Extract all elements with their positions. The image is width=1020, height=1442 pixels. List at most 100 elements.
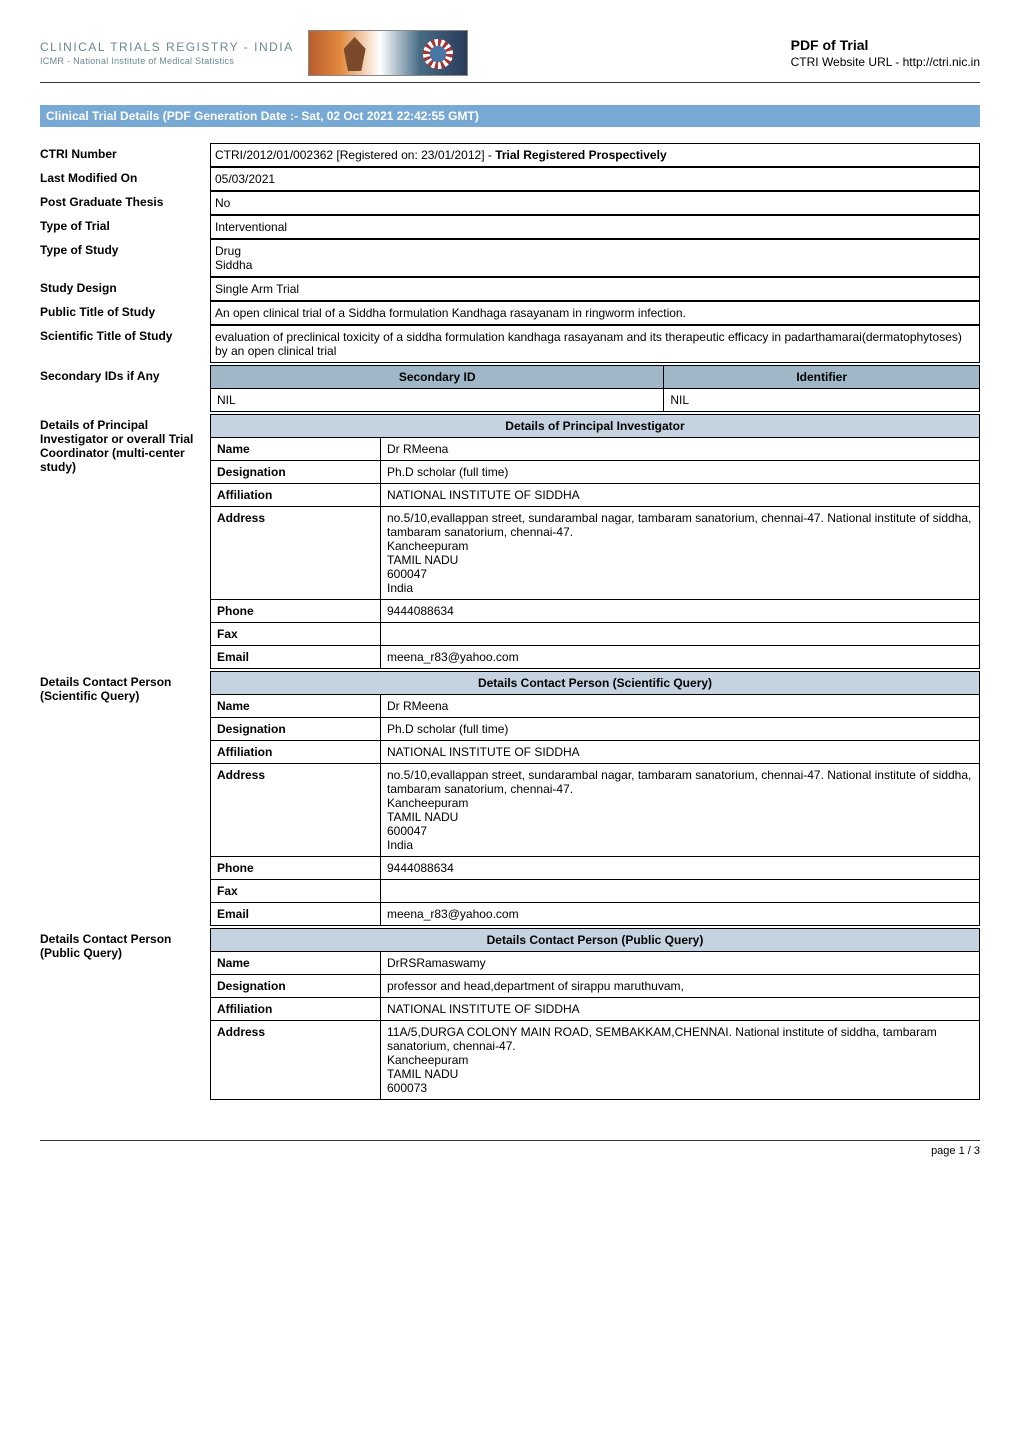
- org-name: CLINICAL TRIALS REGISTRY - INDIA: [40, 40, 294, 54]
- table-row: Fax: [211, 880, 980, 903]
- scientific-title-label: Scientific Title of Study: [40, 325, 210, 363]
- pi-fax-key: Fax: [211, 623, 381, 646]
- public-title-label: Public Title of Study: [40, 301, 210, 325]
- type-study-line1: Drug: [215, 244, 975, 258]
- pi-addr-l2: Kancheepuram: [387, 539, 973, 553]
- table-row: NameDr RMeena: [211, 695, 980, 718]
- sci-desig-key: Designation: [211, 718, 381, 741]
- sci-header: Details Contact Person (Scientific Query…: [211, 672, 980, 695]
- pub-name-key: Name: [211, 952, 381, 975]
- pi-desig-key: Designation: [211, 461, 381, 484]
- table-row: NameDrRSRamaswamy: [211, 952, 980, 975]
- pg-thesis-value: No: [210, 191, 980, 215]
- secondary-id-header: Secondary ID: [211, 366, 664, 389]
- header-org-text: CLINICAL TRIALS REGISTRY - INDIA ICMR - …: [40, 40, 294, 66]
- secondary-ids-table: Secondary ID Identifier NIL NIL: [210, 365, 980, 412]
- pi-aff-val: NATIONAL INSTITUTE OF SIDDHA: [381, 484, 980, 507]
- type-study-value: DrugSiddha: [210, 239, 980, 277]
- sci-addr-l1: no.5/10,evallappan street, sundarambal n…: [387, 768, 973, 796]
- sci-desig-val: Ph.D scholar (full time): [381, 718, 980, 741]
- page-header: CLINICAL TRIALS REGISTRY - INDIA ICMR - …: [40, 30, 980, 83]
- sci-addr-l5: India: [387, 838, 973, 852]
- pi-header: Details of Principal Investigator: [211, 415, 980, 438]
- pi-addr-l1: no.5/10,evallappan street, sundarambal n…: [387, 511, 973, 539]
- pi-addr-l5: India: [387, 581, 973, 595]
- pub-table: Details Contact Person (Public Query) Na…: [210, 928, 980, 1100]
- pub-block: Details Contact Person (Public Query) De…: [40, 928, 980, 1100]
- pi-email-val: meena_r83@yahoo.com: [381, 646, 980, 669]
- sci-block: Details Contact Person (Scientific Query…: [40, 671, 980, 926]
- meta-table: CTRI Number CTRI/2012/01/002362 [Registe…: [40, 143, 980, 363]
- sci-table: Details Contact Person (Scientific Query…: [210, 671, 980, 926]
- sci-addr-l4: 600047: [387, 824, 973, 838]
- ctri-number-status: Trial Registered Prospectively: [495, 148, 666, 162]
- last-modified-label: Last Modified On: [40, 167, 210, 191]
- pi-label: Details of Principal Investigator or ove…: [40, 414, 210, 669]
- website-url: CTRI Website URL - http://ctri.nic.in: [791, 55, 980, 69]
- table-row: Address no.5/10,evallappan street, sunda…: [211, 507, 980, 600]
- public-title-value: An open clinical trial of a Siddha formu…: [210, 301, 980, 325]
- last-modified-value: 05/03/2021: [210, 167, 980, 191]
- sci-addr-val: no.5/10,evallappan street, sundarambal n…: [381, 764, 980, 857]
- pi-block: Details of Principal Investigator or ove…: [40, 414, 980, 669]
- pub-addr-l2: Kancheepuram: [387, 1053, 973, 1067]
- pub-addr-val: 11A/5,DURGA COLONY MAIN ROAD, SEMBAKKAM,…: [381, 1021, 980, 1100]
- sci-label: Details Contact Person (Scientific Query…: [40, 671, 210, 926]
- table-row: Designationprofessor and head,department…: [211, 975, 980, 998]
- table-row: Address 11A/5,DURGA COLONY MAIN ROAD, SE…: [211, 1021, 980, 1100]
- sci-name-val: Dr RMeena: [381, 695, 980, 718]
- sci-addr-l2: Kancheepuram: [387, 796, 973, 810]
- pi-phone-val: 9444088634: [381, 600, 980, 623]
- pi-email-key: Email: [211, 646, 381, 669]
- pub-label: Details Contact Person (Public Query): [40, 928, 210, 1100]
- org-subtitle: ICMR - National Institute of Medical Sta…: [40, 56, 294, 66]
- sci-aff-val: NATIONAL INSTITUTE OF SIDDHA: [381, 741, 980, 764]
- page-number: page 1 / 3: [931, 1145, 980, 1157]
- sci-phone-key: Phone: [211, 857, 381, 880]
- secondary-ids-block: Secondary IDs if Any Secondary ID Identi…: [40, 365, 980, 412]
- sci-phone-val: 9444088634: [381, 857, 980, 880]
- table-row: Emailmeena_r83@yahoo.com: [211, 903, 980, 926]
- pub-addr-l4: 600073: [387, 1081, 973, 1095]
- header-left: CLINICAL TRIALS REGISTRY - INDIA ICMR - …: [40, 30, 468, 76]
- table-row: NIL NIL: [211, 389, 980, 412]
- header-right: PDF of Trial CTRI Website URL - http://c…: [791, 37, 980, 69]
- pi-desig-val: Ph.D scholar (full time): [381, 461, 980, 484]
- pi-addr-l4: 600047: [387, 567, 973, 581]
- ctri-number-value: CTRI/2012/01/002362 [Registered on: 23/0…: [210, 143, 980, 167]
- pi-name-key: Name: [211, 438, 381, 461]
- sci-addr-key: Address: [211, 764, 381, 857]
- type-study-line2: Siddha: [215, 258, 975, 272]
- pub-header: Details Contact Person (Public Query): [211, 929, 980, 952]
- table-row: AffiliationNATIONAL INSTITUTE OF SIDDHA: [211, 998, 980, 1021]
- scientific-title-value: evaluation of preclinical toxicity of a …: [210, 325, 980, 363]
- pub-addr-l3: TAMIL NADU: [387, 1067, 973, 1081]
- page-footer: page 1 / 3: [40, 1140, 980, 1157]
- pi-name-val: Dr RMeena: [381, 438, 980, 461]
- pdf-title: PDF of Trial: [791, 37, 980, 53]
- type-trial-label: Type of Trial: [40, 215, 210, 239]
- table-row: Emailmeena_r83@yahoo.com: [211, 646, 980, 669]
- sci-aff-key: Affiliation: [211, 741, 381, 764]
- pi-aff-key: Affiliation: [211, 484, 381, 507]
- table-row: DesignationPh.D scholar (full time): [211, 718, 980, 741]
- sci-fax-key: Fax: [211, 880, 381, 903]
- sci-email-val: meena_r83@yahoo.com: [381, 903, 980, 926]
- type-trial-value: Interventional: [210, 215, 980, 239]
- study-design-label: Study Design: [40, 277, 210, 301]
- section-heading: Clinical Trial Details (PDF Generation D…: [40, 105, 980, 127]
- pub-name-val: DrRSRamaswamy: [381, 952, 980, 975]
- sci-email-key: Email: [211, 903, 381, 926]
- type-study-label: Type of Study: [40, 239, 210, 277]
- table-row: Phone9444088634: [211, 857, 980, 880]
- pub-addr-key: Address: [211, 1021, 381, 1100]
- identifier-cell: NIL: [664, 389, 980, 412]
- secondary-ids-label: Secondary IDs if Any: [40, 365, 210, 412]
- ctri-number-label: CTRI Number: [40, 143, 210, 167]
- table-row: Address no.5/10,evallappan street, sunda…: [211, 764, 980, 857]
- pub-desig-key: Designation: [211, 975, 381, 998]
- pi-addr-l3: TAMIL NADU: [387, 553, 973, 567]
- study-design-value: Single Arm Trial: [210, 277, 980, 301]
- secondary-id-cell: NIL: [211, 389, 664, 412]
- pub-addr-l1: 11A/5,DURGA COLONY MAIN ROAD, SEMBAKKAM,…: [387, 1025, 973, 1053]
